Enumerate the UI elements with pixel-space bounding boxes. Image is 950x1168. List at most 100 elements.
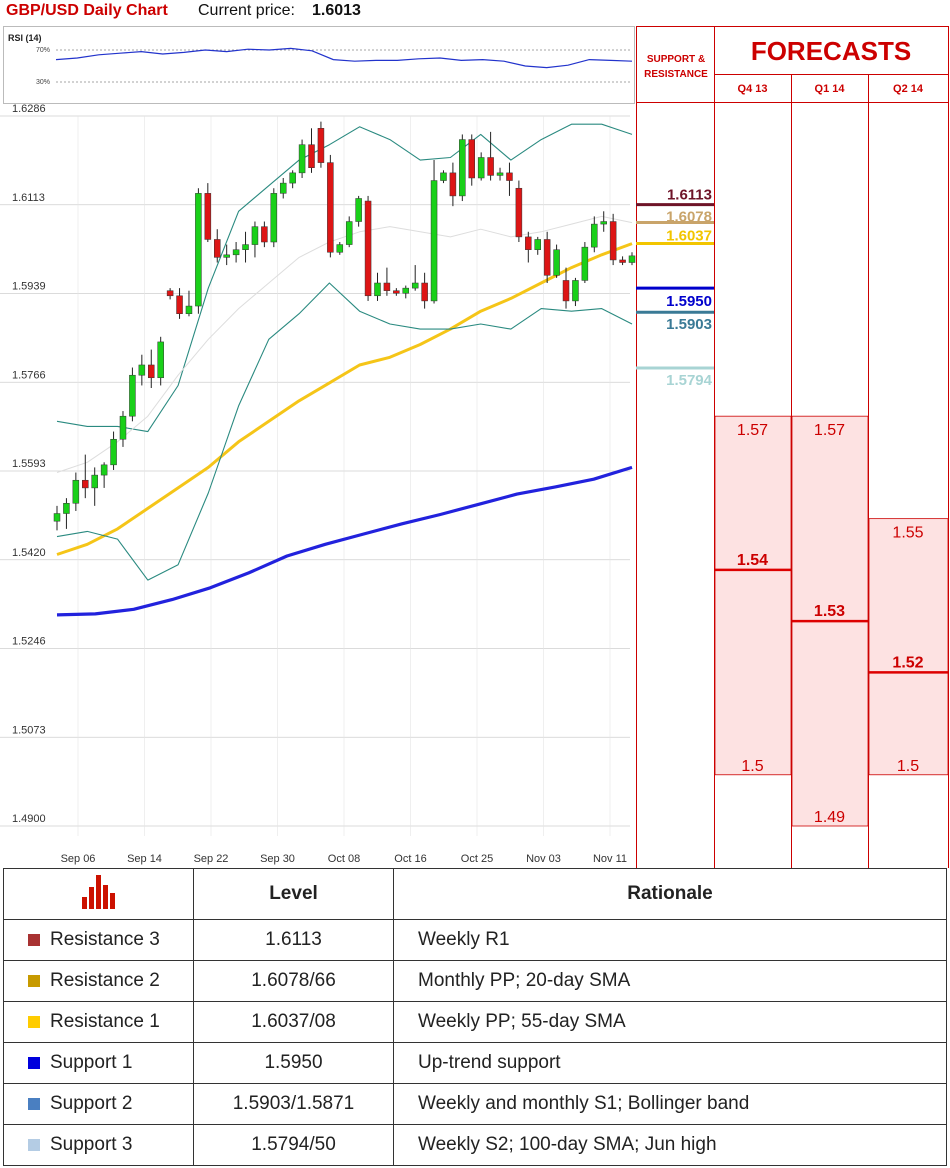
candle bbox=[355, 195, 362, 227]
candle-body bbox=[345, 221, 353, 245]
candle-body bbox=[63, 503, 70, 514]
candle bbox=[82, 454, 89, 499]
candle-body bbox=[204, 193, 212, 240]
level-name-cell: Support 3 bbox=[3, 1124, 194, 1166]
candle-body bbox=[619, 259, 626, 263]
forecasts-header: FORECASTS bbox=[714, 26, 948, 74]
candle-body bbox=[364, 200, 372, 297]
y-tick-label: 1.5939 bbox=[12, 281, 46, 293]
x-tick-label: Oct 16 bbox=[394, 853, 426, 865]
forecast-range-2: 1.57 1.53 1.49 bbox=[791, 415, 869, 827]
candle-body bbox=[138, 364, 146, 376]
bollinger-upper-line bbox=[56, 123, 633, 433]
candle bbox=[138, 354, 146, 386]
candle bbox=[393, 288, 400, 296]
forecast-low-label: 1.49 bbox=[814, 809, 845, 826]
forecasts-title: FORECASTS bbox=[750, 36, 912, 66]
level-value: 1.6037/08 bbox=[193, 1001, 394, 1043]
level-color-swatch bbox=[28, 1138, 40, 1151]
candle bbox=[468, 134, 476, 186]
level-color-swatch bbox=[28, 1015, 40, 1028]
x-axis-ticks: Sep 06 Sep 14 Sep 22 Sep 30 Oct 08 Oct 16 Oct … bbox=[61, 853, 627, 865]
y-tick-label: 1.5420 bbox=[12, 547, 46, 559]
level-color-swatch bbox=[28, 974, 40, 987]
level-name-cell: Support 2 bbox=[3, 1083, 194, 1125]
candle-body bbox=[543, 239, 551, 276]
candle bbox=[72, 472, 80, 511]
candle bbox=[525, 231, 532, 263]
candle bbox=[600, 211, 607, 232]
level-name-cell: Support 1 bbox=[3, 1042, 194, 1084]
candle-body bbox=[166, 290, 174, 297]
candle-body bbox=[515, 187, 523, 238]
x-tick-label: Oct 25 bbox=[461, 853, 493, 865]
bar-chart-icon-cell bbox=[3, 868, 194, 920]
forecast-low-label: 1.5 bbox=[897, 758, 919, 775]
candle-body bbox=[355, 198, 362, 222]
candle-body bbox=[628, 255, 636, 263]
candle-body bbox=[82, 479, 89, 489]
candle bbox=[185, 290, 193, 317]
rsi-label: RSI (14) bbox=[8, 33, 42, 43]
candle-body bbox=[308, 144, 315, 168]
candle bbox=[298, 139, 306, 178]
candle-body bbox=[232, 249, 240, 256]
forecast-ranges: 1.57 1.54 1.5 1.57 1.53 1.49 1.55 1.52 1.5 bbox=[714, 415, 949, 827]
candle bbox=[440, 170, 447, 184]
rsi-panel: RSI (14) 70% 30% bbox=[3, 26, 635, 104]
candle bbox=[374, 272, 381, 301]
candle bbox=[619, 256, 626, 266]
sr-title-line1: SUPPORT & bbox=[646, 54, 706, 65]
candle bbox=[119, 411, 127, 447]
levels-and-forecast-panel: 1.6113 1.6078 1.6037 1.5950 1.5903 1.5794 1.5… bbox=[636, 26, 949, 868]
candle-body bbox=[600, 221, 607, 225]
level-rationale: Weekly and monthly S1; Bollinger band bbox=[393, 1083, 947, 1125]
candle bbox=[562, 267, 570, 309]
candle-body bbox=[327, 162, 334, 253]
candle bbox=[345, 216, 353, 248]
level-name-cell: Resistance 1 bbox=[3, 1001, 194, 1043]
candle-body bbox=[496, 172, 504, 176]
y-tick-label: 1.5073 bbox=[12, 724, 46, 736]
candle bbox=[383, 267, 391, 296]
candle bbox=[63, 498, 70, 529]
candle bbox=[336, 242, 344, 255]
x-tick-label: Sep 30 bbox=[260, 853, 295, 865]
candle-body bbox=[506, 172, 513, 181]
candle bbox=[110, 431, 117, 470]
candle bbox=[459, 134, 466, 202]
candle-body bbox=[72, 479, 80, 504]
candle-body bbox=[374, 282, 381, 297]
x-tick-label: Nov 03 bbox=[526, 853, 561, 865]
table-row: Resistance 1 1.6037/08 Weekly PP; 55-day S… bbox=[3, 1001, 947, 1043]
candle-body bbox=[195, 193, 202, 307]
candle bbox=[176, 288, 183, 319]
sr-level-label: 1.6037 bbox=[666, 228, 712, 245]
candle bbox=[515, 180, 523, 243]
forecast-mid-label: 1.52 bbox=[892, 654, 923, 671]
candle-body bbox=[402, 287, 410, 294]
candle-body bbox=[572, 280, 579, 302]
candle-body bbox=[157, 341, 164, 379]
candle-body bbox=[317, 128, 325, 163]
candle bbox=[129, 367, 136, 422]
sr-title-line2: RESISTANCE bbox=[644, 69, 708, 80]
levels-table: Level Rationale Resistance 3 1.6113 Weekly… bbox=[3, 868, 947, 1166]
candle bbox=[166, 288, 174, 300]
table-header-row: Level Rationale bbox=[3, 868, 947, 920]
candle-body bbox=[91, 474, 98, 489]
level-name-cell: Resistance 2 bbox=[3, 960, 194, 1002]
sma-20-line bbox=[56, 215, 633, 473]
candle bbox=[411, 265, 419, 291]
level-value: 1.6113 bbox=[193, 919, 394, 961]
indicator-lines bbox=[56, 123, 633, 617]
table-row: Support 3 1.5794/50 Weekly S2; 100-day SMA… bbox=[3, 1124, 947, 1166]
candle bbox=[157, 336, 164, 386]
candle-body bbox=[525, 236, 532, 250]
candle bbox=[213, 229, 221, 263]
current-price-label: Current price: bbox=[198, 2, 295, 19]
y-tick-label: 1.4900 bbox=[12, 813, 46, 825]
candle-body bbox=[185, 305, 193, 314]
candle-body bbox=[100, 464, 108, 476]
forecast-box bbox=[868, 518, 949, 776]
